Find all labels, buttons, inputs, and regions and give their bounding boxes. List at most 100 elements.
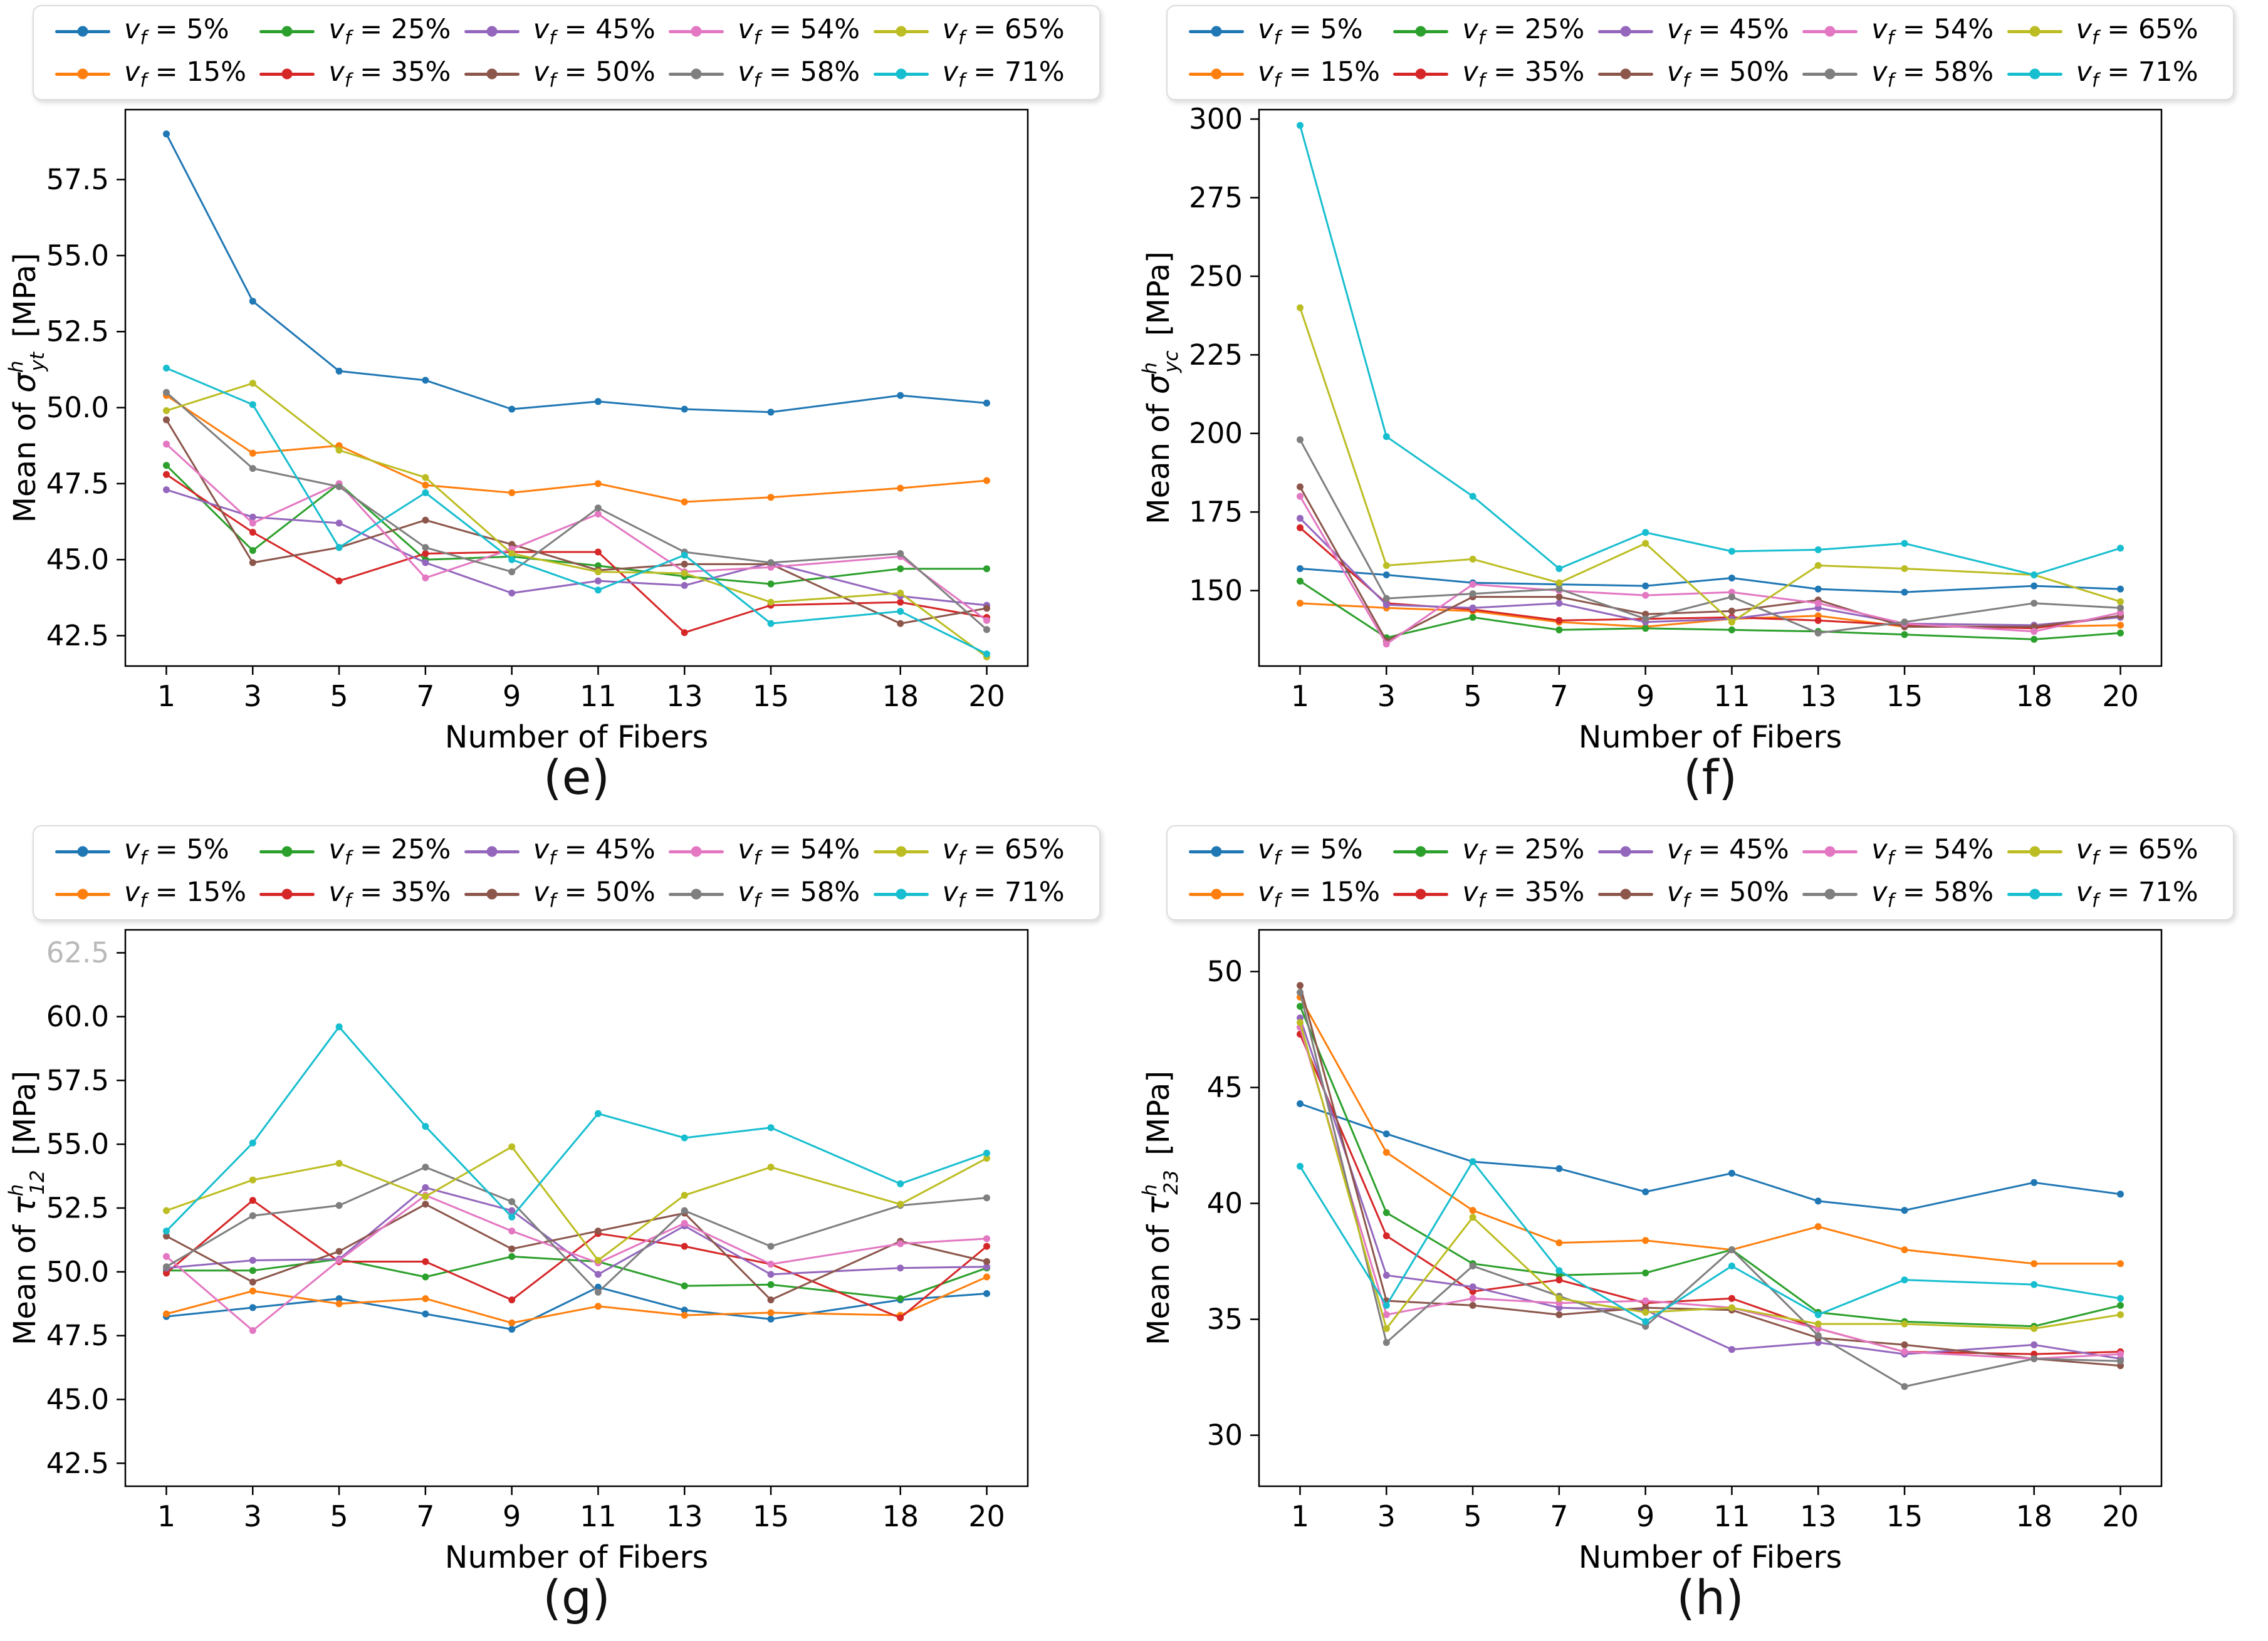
data-point — [1297, 1003, 1304, 1010]
x-tick-label: 11 — [1713, 1499, 1750, 1533]
legend-entry-54: vf = 54% — [669, 834, 873, 869]
data-point — [767, 1315, 775, 1323]
data-point — [1642, 1318, 1649, 1325]
data-point — [1642, 529, 1649, 536]
legend-label: vf = 15% — [124, 876, 246, 912]
legend-entry-25: vf = 25% — [1393, 833, 1597, 870]
data-point — [1814, 546, 1822, 553]
caption-h: (h) — [1676, 1570, 1744, 1625]
legend-line-dot-icon — [1393, 26, 1449, 37]
legend-label: vf = 54% — [1871, 833, 1994, 870]
data-point — [1382, 1271, 1390, 1279]
data-point — [594, 510, 602, 518]
legend-entry-65: vf = 65% — [2007, 833, 2212, 870]
legend-label: vf = 15% — [1258, 56, 1380, 92]
data-point — [1469, 581, 1476, 588]
data-point — [767, 1309, 775, 1316]
data-point — [1642, 1297, 1649, 1305]
legend-line-dot-icon — [55, 846, 110, 857]
legend-entry-71: vf = 71% — [2007, 877, 2212, 912]
data-point — [1297, 492, 1304, 500]
y-tick-label: 45.0 — [46, 1383, 109, 1416]
x-tick-label: 9 — [1636, 1499, 1654, 1533]
data-point — [594, 586, 602, 594]
data-point — [681, 405, 688, 413]
data-point — [681, 560, 688, 568]
y-tick-label: 150 — [1189, 574, 1243, 607]
series-15 — [1297, 993, 2124, 1268]
legend-line-dot-icon — [1597, 846, 1653, 857]
data-point — [422, 544, 429, 551]
legend-label: vf = 25% — [1462, 833, 1585, 870]
data-point — [681, 1242, 688, 1250]
data-point — [1382, 640, 1390, 648]
data-point — [2030, 571, 2038, 578]
data-point — [249, 1212, 256, 1219]
data-point — [1728, 1170, 1735, 1177]
y-tick-label: 50 — [1207, 955, 1243, 988]
legend-entry-71: vf = 71% — [2007, 56, 2212, 91]
series-5 — [1297, 565, 2124, 596]
data-point — [681, 1219, 688, 1227]
legend-label: vf = 5% — [124, 13, 229, 49]
legend-entry-50: vf = 50% — [1597, 56, 1802, 91]
series-71 — [163, 365, 990, 658]
legend-label: vf = 65% — [942, 13, 1065, 49]
legend-line-dot-icon — [1802, 846, 1858, 857]
data-point — [2117, 544, 2124, 552]
data-point — [1555, 1165, 1563, 1172]
series-5 — [163, 1283, 990, 1333]
data-point — [897, 392, 904, 399]
data-point — [594, 1283, 602, 1291]
x-axis-label: Number of Fibers — [1579, 719, 1842, 755]
data-point — [1469, 590, 1476, 598]
y-tick-label: 45.0 — [46, 543, 109, 576]
x-tick-label: 5 — [1463, 1499, 1482, 1533]
data-point — [1728, 1246, 1735, 1254]
data-point — [422, 1184, 429, 1191]
axes-box — [1258, 929, 2163, 1487]
data-point — [1469, 1214, 1476, 1221]
data-point — [1901, 1276, 1908, 1284]
legend-line-dot-icon — [873, 68, 929, 80]
data-point — [1469, 604, 1476, 612]
y-tick-label: 250 — [1189, 259, 1243, 293]
data-point — [249, 559, 256, 566]
x-tick-label: 20 — [2102, 1499, 2139, 1533]
series-65 — [163, 1143, 990, 1264]
x-axis: 1 3 5 7 9 11 13 15 18 20 — [1291, 1486, 2139, 1533]
series-58 — [163, 1164, 990, 1296]
data-point — [681, 570, 688, 577]
x-tick-label: 15 — [1886, 1499, 1923, 1533]
legend-box: vf = 5% vf = 15% vf = 25% vf = 35% vf = 45% v… — [33, 5, 1100, 100]
data-point — [422, 377, 429, 384]
data-point — [508, 489, 516, 496]
x-tick-label: 18 — [2015, 1499, 2052, 1533]
data-point — [2030, 1341, 2038, 1348]
data-point — [983, 605, 990, 612]
x-axis: 1 3 5 7 9 11 13 15 18 20 — [1291, 666, 2139, 713]
legend-line-dot-icon — [464, 888, 520, 900]
legend-label: vf = 50% — [533, 56, 656, 92]
x-tick-label: 15 — [1886, 679, 1923, 713]
legend-line-dot-icon — [55, 68, 110, 80]
data-point — [422, 559, 429, 566]
panel-h: 30 35 40 45 50 1 3 5 7 9 11 13 15 18 20 Number of Fiber… — [1134, 820, 2268, 1641]
data-point — [335, 1160, 343, 1167]
axes-box — [1258, 108, 2163, 667]
data-point — [1555, 626, 1563, 633]
series-15 — [163, 392, 990, 506]
y-tick-label: 30 — [1207, 1419, 1243, 1452]
y-tick-label: 52.5 — [46, 1192, 109, 1225]
data-point — [249, 519, 256, 527]
data-point — [163, 471, 170, 478]
y-axis: 150 175 200 225 250 275 300 — [1189, 103, 1259, 607]
data-point — [508, 1319, 516, 1326]
legend-label: vf = 65% — [2076, 833, 2198, 870]
panel-g: 42.5 45.0 47.5 50.0 52.5 55.0 57.5 60.0 62.5 1 3 5 7… — [0, 820, 1134, 1641]
data-point — [767, 1261, 775, 1268]
data-point — [1555, 600, 1563, 607]
series-5 — [1297, 1100, 2124, 1214]
legend-entry-50: vf = 50% — [1597, 877, 1802, 912]
legend-label: vf = 58% — [1871, 876, 1994, 912]
